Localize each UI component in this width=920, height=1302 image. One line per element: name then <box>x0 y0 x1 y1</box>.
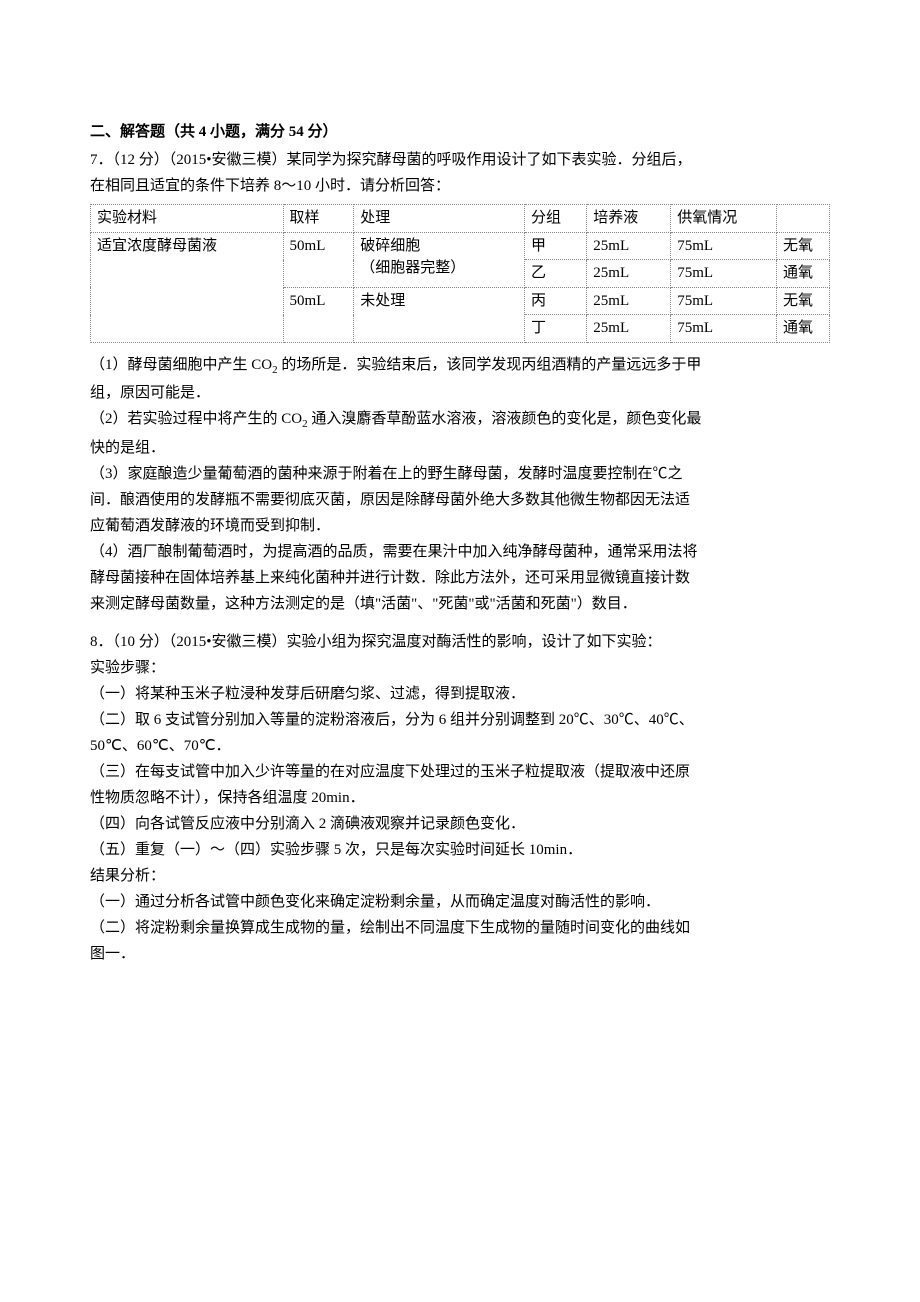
cell-medium: 25mL <box>587 315 671 343</box>
q8-step-3-line-2: 性物质忽略不计），保持各组温度 20min． <box>90 786 830 810</box>
q7-item-4-line-1: （4）酒厂酿制葡萄酒时，为提高酒的品质，需要在果汁中加入纯净酵母菌种，通常采用法… <box>90 540 830 564</box>
cell-oxygen: 无氧 <box>777 287 830 315</box>
q8-step-5: （五）重复（一）～（四）实验步骤 5 次，只是每次实验时间延长 10min． <box>90 838 830 862</box>
q8-step-2-line-1: （二）取 6 支试管分别加入等量的淀粉溶液后，分为 6 组并分别调整到 20℃、… <box>90 708 830 732</box>
q7-item-1-line-1: （1）酵母菌细胞中产生 CO2 的场所是．实验结束后，该同学发现丙组酒精的产量远… <box>90 353 830 380</box>
q8-result-label: 结果分析： <box>90 864 830 888</box>
q8-result-1: （一）通过分析各试管中颜色变化来确定淀粉剩余量，从而确定温度对酶活性的影响． <box>90 890 830 914</box>
th-material: 实验材料 <box>91 205 284 233</box>
q7-item-4-line-3: 来测定酵母菌数量，这种方法测定的是（填"活菌"、"死菌"或"活菌和死菌"）数目． <box>90 592 830 616</box>
q7-item-4-line-2: 酵母菌接种在固体培养基上来纯化菌种并进行计数．除此方法外，还可采用显微镜直接计数 <box>90 566 830 590</box>
q8-step-2-line-2: 50℃、60℃、70℃． <box>90 734 830 758</box>
table-header-row: 实验材料 取样 处理 分组 培养液 供氧情况 <box>91 205 830 233</box>
treat-line-2: （细胞器完整） <box>360 260 465 276</box>
th-treatment: 处理 <box>354 205 525 233</box>
th-group: 分组 <box>525 205 587 233</box>
th-medium: 培养液 <box>587 205 671 233</box>
cell-sample-2: 50mL <box>283 287 354 342</box>
experiment-table: 实验材料 取样 处理 分组 培养液 供氧情况 适宜浓度酵母菌液 50mL 破碎细… <box>90 204 830 343</box>
q7-item-3-line-2: 间．酿酒使用的发酵瓶不需要彻底灭菌，原因是除酵母菌外绝大多数其他微生物都因无法适 <box>90 488 830 512</box>
cell-supply: 75mL <box>671 315 777 343</box>
cell-oxygen: 通氧 <box>777 260 830 288</box>
cell-medium: 25mL <box>587 232 671 260</box>
q8-step-1: （一）将某种玉米子粒浸种发芽后研磨匀浆、过滤，得到提取液． <box>90 682 830 706</box>
cell-oxygen: 无氧 <box>777 232 830 260</box>
q8-result-2-line-1: （二）将淀粉剩余量换算成生成物的量，绘制出不同温度下生成物的量随时间变化的曲线如 <box>90 916 830 940</box>
table-row: 适宜浓度酵母菌液 50mL 破碎细胞 （细胞器完整） 甲 25mL 75mL 无… <box>91 232 830 260</box>
cell-oxygen: 通氧 <box>777 315 830 343</box>
q8-step-3-line-1: （三）在每支试管中加入少许等量的在对应温度下处理过的玉米子粒提取液（提取液中还原 <box>90 760 830 784</box>
question-8: 8．（10 分）（2015•安徽三模）实验小组为探究温度对酶活性的影响，设计了如… <box>90 630 830 966</box>
q7-item-3-line-1: （3）家庭酿造少量葡萄酒的菌种来源于附着在上的野生酵母菌，发酵时温度要控制在℃之 <box>90 462 830 486</box>
cell-supply: 75mL <box>671 232 777 260</box>
cell-group: 乙 <box>525 260 587 288</box>
q8-lead: 8．（10 分）（2015•安徽三模）实验小组为探究温度对酶活性的影响，设计了如… <box>90 630 830 654</box>
cell-supply: 75mL <box>671 260 777 288</box>
cell-material: 适宜浓度酵母菌液 <box>91 232 284 342</box>
q7-item-2-line-1: （2）若实验过程中将产生的 CO2 通入溴麝香草酚蓝水溶液，溶液颜色的变化是，颜… <box>90 407 830 434</box>
cell-supply: 75mL <box>671 287 777 315</box>
th-blank <box>777 205 830 233</box>
q8-result-2-line-2: 图一． <box>90 942 830 966</box>
cell-treatment-2: 未处理 <box>354 287 525 342</box>
q8-step-4: （四）向各试管反应液中分别滴入 2 滴碘液观察并记录颜色变化． <box>90 812 830 836</box>
th-oxygen: 供氧情况 <box>671 205 777 233</box>
q7-lead-line-2: 在相同且适宜的条件下培养 8～10 小时．请分析回答： <box>90 174 830 198</box>
q7-item-2-line-2: 快的是组． <box>90 436 830 460</box>
q8-steps-label: 实验步骤： <box>90 656 830 680</box>
q7-lead-line-1: 7．（12 分）（2015•安徽三模）某同学为探究酵母菌的呼吸作用设计了如下表实… <box>90 148 830 172</box>
section-heading: 二、解答题（共 4 小题，满分 54 分） 7．（12 分）（2015•安徽三模… <box>90 120 830 616</box>
q7-item-3-line-3: 应葡萄酒发酵液的环境而受到抑制． <box>90 514 830 538</box>
cell-group: 甲 <box>525 232 587 260</box>
th-sample: 取样 <box>283 205 354 233</box>
cell-sample-1: 50mL <box>283 232 354 287</box>
cell-group: 丙 <box>525 287 587 315</box>
section-head-text: 二、解答题（共 4 小题，满分 54 分） <box>90 120 830 144</box>
cell-medium: 25mL <box>587 287 671 315</box>
cell-treatment-1: 破碎细胞 （细胞器完整） <box>354 232 525 287</box>
cell-medium: 25mL <box>587 260 671 288</box>
q7-item-1-line-2: 组，原因可能是． <box>90 381 830 405</box>
cell-group: 丁 <box>525 315 587 343</box>
treat-line-1: 破碎细胞 <box>360 238 420 254</box>
